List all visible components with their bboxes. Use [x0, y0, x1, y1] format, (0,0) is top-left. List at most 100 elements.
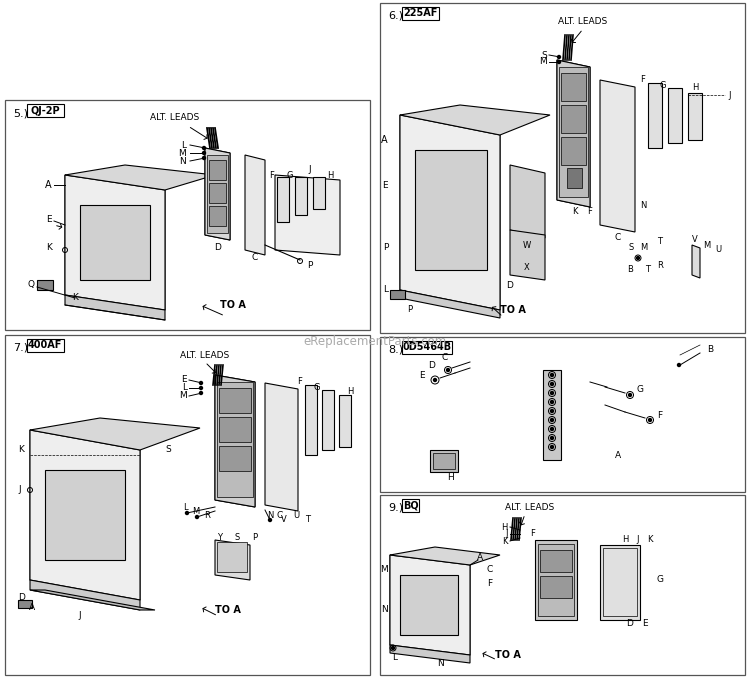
Bar	[339, 395, 351, 447]
Bar	[217, 542, 247, 572]
Text: X: X	[524, 263, 530, 273]
Text: C: C	[615, 233, 621, 243]
Bar	[567, 168, 582, 188]
Bar	[535, 540, 577, 620]
Bar	[27, 339, 64, 352]
Text: K: K	[18, 445, 24, 454]
Text: D: D	[428, 360, 436, 369]
Polygon shape	[400, 105, 550, 135]
Bar	[322, 390, 334, 450]
Polygon shape	[390, 547, 500, 565]
Text: A: A	[477, 554, 483, 562]
Text: 8.): 8.)	[388, 345, 404, 355]
Polygon shape	[30, 580, 140, 610]
Text: J: J	[637, 536, 639, 545]
Polygon shape	[400, 115, 500, 310]
Polygon shape	[215, 375, 255, 507]
Bar	[390, 290, 405, 299]
Bar	[18, 600, 32, 608]
Polygon shape	[215, 540, 250, 580]
Bar	[45, 470, 125, 560]
Bar	[207, 155, 228, 233]
Text: D: D	[506, 280, 514, 290]
Text: F: F	[298, 377, 302, 386]
Text: M: M	[179, 392, 187, 401]
Text: J: J	[18, 486, 21, 494]
Text: Y: Y	[217, 532, 223, 541]
Circle shape	[200, 381, 202, 384]
Circle shape	[557, 56, 560, 58]
Polygon shape	[30, 590, 155, 610]
Bar	[561, 137, 586, 165]
Polygon shape	[692, 245, 700, 278]
Bar	[543, 370, 561, 460]
Circle shape	[446, 369, 449, 371]
Text: 225AF: 225AF	[403, 9, 437, 18]
Circle shape	[550, 382, 554, 386]
Circle shape	[637, 256, 640, 260]
Text: B: B	[707, 345, 713, 354]
Polygon shape	[30, 418, 200, 450]
Bar	[219, 388, 251, 413]
Text: F: F	[658, 411, 662, 420]
Text: ALT. LEADS: ALT. LEADS	[150, 114, 200, 122]
Text: N: N	[179, 156, 186, 165]
Circle shape	[185, 511, 188, 515]
Text: S: S	[542, 50, 547, 60]
Polygon shape	[390, 645, 470, 663]
Text: E: E	[642, 619, 648, 628]
Bar	[600, 545, 640, 620]
Text: U: U	[293, 511, 299, 520]
Text: M: M	[539, 58, 547, 67]
Text: 0D5464B: 0D5464B	[402, 343, 451, 352]
Bar	[648, 83, 662, 148]
Circle shape	[550, 418, 554, 422]
Text: K: K	[46, 243, 52, 252]
Text: L: L	[392, 653, 398, 662]
Text: T: T	[658, 237, 662, 247]
Text: L: L	[183, 503, 188, 513]
Text: C: C	[442, 354, 448, 362]
Text: F: F	[530, 530, 536, 539]
Circle shape	[550, 428, 554, 430]
Bar	[217, 382, 253, 497]
Text: D: D	[626, 619, 634, 628]
Text: ALT. LEADS: ALT. LEADS	[506, 503, 554, 513]
Text: T: T	[646, 265, 650, 275]
Polygon shape	[400, 115, 500, 310]
Text: 6.): 6.)	[388, 11, 403, 21]
Polygon shape	[275, 175, 340, 255]
Text: eReplacementParts.com: eReplacementParts.com	[303, 335, 447, 348]
Text: A: A	[29, 602, 35, 611]
Circle shape	[268, 518, 272, 522]
Circle shape	[677, 364, 680, 367]
Polygon shape	[510, 165, 545, 238]
Polygon shape	[30, 430, 140, 600]
Text: P: P	[308, 260, 313, 269]
Text: A: A	[45, 180, 52, 190]
Bar	[277, 177, 289, 222]
Circle shape	[200, 386, 202, 390]
Text: E: E	[419, 371, 424, 379]
Polygon shape	[557, 60, 590, 207]
Circle shape	[550, 373, 554, 377]
Text: H: H	[447, 473, 453, 481]
Text: L: L	[181, 141, 186, 150]
Text: T: T	[305, 515, 310, 524]
Text: N: N	[640, 201, 646, 209]
Text: N: N	[436, 660, 443, 668]
Text: M: M	[380, 566, 388, 575]
Text: R: R	[657, 260, 663, 269]
Text: TO A: TO A	[220, 300, 246, 310]
Bar	[380, 495, 745, 675]
Bar	[561, 105, 586, 133]
Polygon shape	[65, 295, 165, 320]
Text: D: D	[214, 243, 221, 252]
Text: G: G	[656, 575, 664, 585]
Circle shape	[200, 392, 202, 394]
Bar	[540, 550, 572, 572]
Bar	[27, 104, 64, 117]
Circle shape	[550, 392, 554, 394]
Bar	[5, 100, 370, 330]
Text: M: M	[640, 243, 647, 252]
